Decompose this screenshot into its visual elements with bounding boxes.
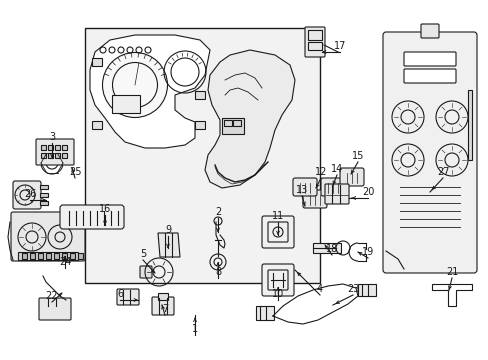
Text: 11: 11 [271,211,284,221]
FancyBboxPatch shape [320,178,345,196]
FancyBboxPatch shape [36,139,74,165]
Bar [54,253,59,259]
Text: 3: 3 [49,132,55,142]
Text: 6: 6 [117,289,123,299]
Bar [158,293,168,300]
Text: 25: 25 [69,167,81,177]
Text: 10: 10 [271,289,284,299]
Bar [62,145,67,150]
Polygon shape [90,35,209,148]
FancyBboxPatch shape [292,178,316,196]
Bar [92,58,102,66]
FancyBboxPatch shape [39,298,71,320]
Text: 17: 17 [333,41,346,51]
Bar [232,120,241,126]
Bar [85,28,319,283]
Bar [22,253,27,259]
FancyBboxPatch shape [382,32,476,273]
FancyBboxPatch shape [262,264,293,296]
Text: 12: 12 [314,167,326,177]
Text: 7: 7 [162,304,168,314]
Bar [38,253,43,259]
Bar [70,253,75,259]
FancyBboxPatch shape [339,168,363,186]
Text: 14: 14 [330,164,343,174]
Bar [41,145,46,150]
Text: 19: 19 [361,247,373,257]
Text: 23: 23 [346,284,359,294]
Ellipse shape [102,53,167,117]
FancyBboxPatch shape [420,24,438,38]
Bar [222,118,244,134]
Text: 15: 15 [351,151,364,161]
Text: 24: 24 [59,257,71,267]
FancyBboxPatch shape [13,181,41,209]
Bar [48,153,53,158]
Bar [62,253,67,259]
Bar [307,30,321,40]
Text: 27: 27 [436,167,448,177]
Text: 22: 22 [46,291,58,301]
Text: 5: 5 [140,249,146,259]
Bar [41,153,46,158]
FancyBboxPatch shape [140,266,152,278]
Text: 13: 13 [295,185,307,195]
Polygon shape [204,50,294,188]
Text: 16: 16 [99,204,111,214]
Bar [55,153,60,158]
Bar [46,253,51,259]
Text: 18: 18 [325,244,337,254]
Text: 1: 1 [192,324,198,334]
Bar [312,243,340,253]
Bar [48,145,53,150]
FancyBboxPatch shape [11,212,85,261]
FancyBboxPatch shape [325,184,348,204]
FancyBboxPatch shape [262,216,293,248]
Bar [62,153,67,158]
Bar [256,306,273,320]
Bar [307,42,321,50]
FancyBboxPatch shape [403,52,455,66]
Text: 4: 4 [316,284,323,294]
Bar [55,145,60,150]
Bar [357,284,375,296]
Bar [467,90,471,160]
Bar [92,121,102,129]
Text: 9: 9 [164,225,171,235]
Bar [40,201,48,205]
FancyBboxPatch shape [305,27,325,57]
Text: 26: 26 [24,189,36,199]
Bar [195,121,204,129]
FancyBboxPatch shape [303,190,326,208]
Bar [224,120,231,126]
Bar [40,185,48,189]
Bar [18,252,78,260]
Text: 20: 20 [361,187,373,197]
FancyBboxPatch shape [152,297,174,315]
Text: 2: 2 [214,207,221,217]
Text: 8: 8 [215,267,221,277]
Bar [112,95,140,113]
Bar [40,193,48,197]
FancyBboxPatch shape [403,69,455,83]
Bar [30,253,35,259]
Bar [195,91,204,99]
FancyBboxPatch shape [60,205,124,229]
Text: 21: 21 [445,267,457,277]
Bar [78,253,83,259]
FancyBboxPatch shape [117,289,139,305]
Polygon shape [158,233,180,257]
